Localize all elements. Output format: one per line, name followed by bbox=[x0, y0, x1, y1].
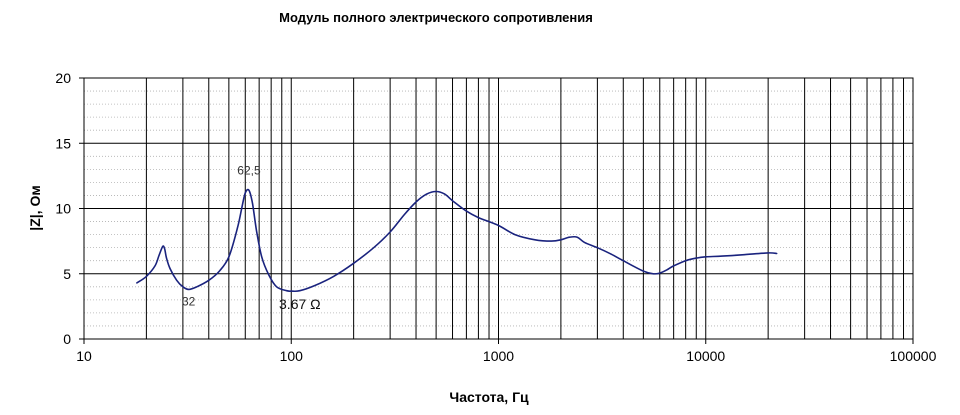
impedance-curve bbox=[136, 188, 778, 293]
annotation-label: 62,5 bbox=[237, 164, 261, 178]
y-tick-label: 10 bbox=[55, 201, 71, 217]
x-tick-label: 10 bbox=[76, 348, 92, 364]
y-tick-label: 5 bbox=[63, 266, 71, 282]
x-tick-label: 100000 bbox=[890, 348, 937, 364]
x-axis-label: Частота, Гц bbox=[449, 389, 529, 405]
y-tick-label: 15 bbox=[55, 135, 71, 151]
x-tick-label: 100 bbox=[280, 348, 304, 364]
x-tick-labels: 10 100 1000 10000 100000 bbox=[76, 339, 937, 364]
annotation-label: 32 bbox=[182, 295, 196, 309]
y-axis-label: |Z|, Ом bbox=[27, 185, 43, 230]
annotation-label: 3.67 Ω bbox=[279, 296, 321, 312]
x-tick-label: 1000 bbox=[483, 348, 514, 364]
chart-title: Модуль полного электрического сопротивле… bbox=[279, 10, 593, 25]
grid bbox=[84, 78, 913, 339]
y-tick-label: 20 bbox=[55, 70, 71, 86]
y-tick-label: 0 bbox=[63, 331, 71, 347]
annotations: 32 62,5 3.67 Ω bbox=[182, 164, 321, 312]
y-tick-labels: 0 5 10 15 20 bbox=[55, 70, 84, 347]
x-tick-label: 10000 bbox=[686, 348, 725, 364]
